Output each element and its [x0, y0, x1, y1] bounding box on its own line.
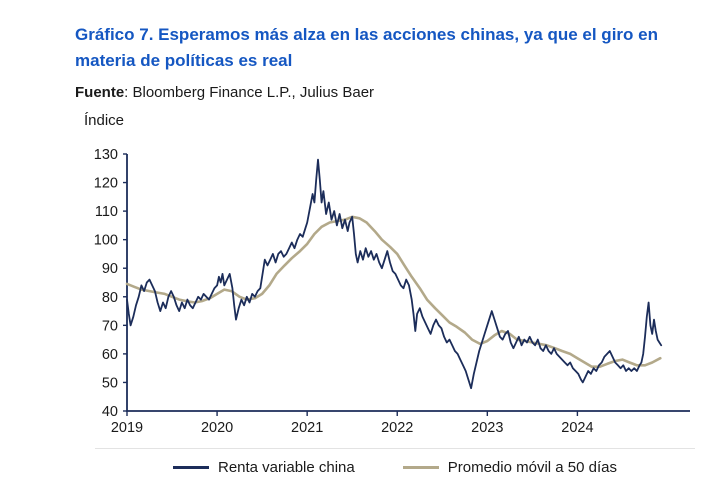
- x-tick-label: 2022: [381, 420, 413, 433]
- line-chart-canvas: 40 50 60 70 80 90 100 110 120 130 2019 2020 2021 2022…: [0, 133, 715, 436]
- legend-item-china-equities: Renta variable china: [172, 459, 355, 476]
- chart-legend: Renta variable china Promedio móvil a 50…: [95, 459, 695, 476]
- y-tick-label: 60: [102, 347, 118, 363]
- legend-label-moving-average: Promedio móvil a 50 días: [447, 459, 617, 476]
- chart-svg: 40 50 60 70 80 90 100 110 120 130 2019 2020 2021 2022…: [94, 147, 690, 436]
- source-line: Fuente: Bloomberg Finance L.P., Julius B…: [75, 84, 374, 101]
- moving-average-line-icon: [402, 466, 439, 469]
- x-tick-label: 2020: [201, 420, 233, 433]
- y-tick-label: 50: [102, 375, 118, 391]
- series-line-0: [126, 158, 663, 390]
- y-tick-label: 80: [102, 290, 118, 306]
- x-tick-label: 2019: [111, 420, 143, 433]
- legend-container: Renta variable china Promedio móvil a 50…: [95, 448, 695, 476]
- source-text: : Bloomberg Finance L.P., Julius Baer: [124, 84, 375, 101]
- chart-title: Gráfico 7. Esperamos más alza en las acc…: [75, 25, 658, 70]
- legend-label-china-equities: Renta variable china: [217, 459, 355, 476]
- y-tick-label: 70: [102, 318, 118, 334]
- source-label: Fuente: [75, 84, 125, 101]
- y-tick-label: 110: [95, 204, 118, 220]
- y-tick-label: 130: [94, 147, 118, 163]
- series-line-1: [125, 215, 662, 368]
- legend-item-moving-average: Promedio móvil a 50 días: [402, 459, 617, 476]
- y-axis-title: Índice: [84, 112, 125, 129]
- x-tick-label: 2021: [291, 420, 323, 433]
- y-tick-label: 100: [94, 233, 118, 249]
- y-tick-label: 90: [102, 261, 118, 277]
- y-tick-label: 40: [102, 404, 118, 420]
- y-tick-label: 120: [94, 176, 118, 192]
- x-tick-label: 2023: [471, 420, 503, 433]
- x-tick-label: 2024: [561, 420, 593, 433]
- china-equities-line-icon: [172, 466, 209, 469]
